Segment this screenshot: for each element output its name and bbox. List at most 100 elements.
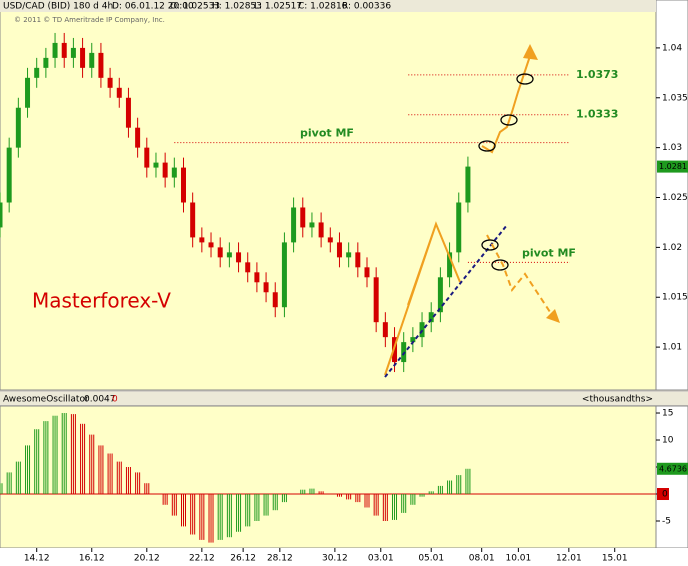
last-price-box (657, 160, 688, 173)
candle-body (190, 202, 196, 238)
header-high: H: 1.02853 (212, 2, 262, 12)
candle-body (401, 342, 407, 363)
candle-body (410, 337, 416, 343)
candle-body (0, 202, 3, 228)
candle-body (428, 312, 434, 323)
y-tick-label: 1.025 (662, 193, 688, 203)
y-tick-label: 1.04 (662, 43, 682, 53)
y-tick-label: 1.035 (662, 93, 688, 103)
candle-body (300, 207, 306, 228)
price-header (0, 0, 656, 12)
symbol: USD/CAD (BID) 180 d 4h (3, 2, 113, 12)
trend-line (384, 224, 508, 378)
y-tick-label: 0 (662, 490, 668, 500)
marker (491, 259, 509, 271)
candle-body (217, 247, 223, 258)
x-tick-label: 05.01 (418, 554, 444, 564)
annotations (384, 44, 560, 378)
candle-body (125, 97, 131, 128)
candle-body (272, 292, 278, 308)
last-price: 1.0281 (659, 162, 687, 171)
up-arrow (481, 55, 531, 154)
y-tick-label: 1.03 (662, 143, 682, 153)
candle-body (254, 272, 260, 283)
osc-header (0, 392, 688, 405)
level-label: pivot MF (300, 127, 354, 140)
candle-body (327, 237, 333, 243)
level-label: 1.0373 (576, 68, 618, 81)
candle-body (346, 252, 352, 258)
osc-unit: <thousandths> (582, 395, 653, 405)
candle-body (336, 242, 342, 258)
osc-axis (655, 405, 688, 549)
header-range: R: 0.00336 (342, 2, 391, 12)
osc-name: AwesomeOscillator (3, 395, 89, 405)
candle-body (15, 107, 21, 148)
candle-body (52, 42, 58, 58)
watermark: Masterforex-V (32, 289, 171, 313)
candle-body (144, 147, 150, 168)
candle-body (226, 252, 232, 258)
candle-body (153, 162, 159, 168)
candle-body (98, 52, 104, 78)
candle-body (34, 67, 40, 78)
candle-body (437, 277, 443, 313)
candle-body (135, 127, 141, 148)
candle-body (245, 262, 251, 273)
y-tick-label: -5 (662, 517, 671, 527)
candle-body (281, 242, 287, 308)
osc-signal: 0 (112, 395, 118, 405)
candle-body (89, 52, 95, 68)
y-tick-label: 1.02 (662, 243, 682, 253)
copyright: © 2011 © TD Ameritrade IP Company, Inc. (14, 16, 165, 24)
candle-body (171, 167, 177, 178)
time-axis (0, 548, 688, 566)
zero-box (657, 488, 669, 501)
candle-body (291, 207, 297, 243)
price-axis (655, 0, 688, 391)
candle-body (309, 222, 315, 228)
candle-body (116, 87, 122, 98)
x-tick-label: 15.01 (602, 554, 628, 564)
candle-body (199, 237, 205, 243)
header-date: D: 06.01.12 20:00 (112, 2, 194, 12)
candle-body (25, 77, 31, 108)
candle-body (236, 252, 242, 263)
wave-lines (384, 221, 461, 376)
candle-body (6, 147, 12, 203)
candle-body (43, 57, 49, 68)
x-tick-label: 08.01 (469, 554, 495, 564)
header-low: L: 1.02517 (254, 2, 302, 12)
candle-body (456, 202, 462, 253)
level-label: pivot MF (522, 246, 576, 259)
down-arrow (486, 234, 553, 316)
candle-body (107, 77, 113, 88)
candle-body (373, 277, 379, 323)
x-tick-label: 30.12 (322, 554, 348, 564)
candle-body (318, 222, 324, 238)
x-tick-label: 20.12 (134, 554, 160, 564)
x-tick-label: 03.01 (368, 554, 394, 564)
marker (478, 140, 496, 152)
candle-body (180, 167, 186, 203)
candle-body (364, 267, 370, 278)
x-tick-label: 12.01 (556, 554, 582, 564)
marker (481, 239, 499, 251)
candle-body (355, 252, 361, 268)
candle-body (382, 322, 388, 338)
price-pane (0, 0, 657, 391)
candle-body (263, 282, 269, 293)
x-tick-label: 28.12 (267, 554, 293, 564)
osc-last: 4.6736 (659, 464, 687, 473)
header-open: O: 1.02533 (170, 2, 220, 12)
level-label: 1.0333 (576, 108, 618, 121)
marker (500, 114, 518, 126)
y-tick-label: 10 (662, 436, 674, 446)
x-tick-label: 26.12 (230, 554, 256, 564)
candle-body (419, 322, 425, 338)
candle-body (465, 166, 471, 203)
y-tick-label: 1.01 (662, 343, 682, 353)
candle-body (447, 252, 453, 278)
